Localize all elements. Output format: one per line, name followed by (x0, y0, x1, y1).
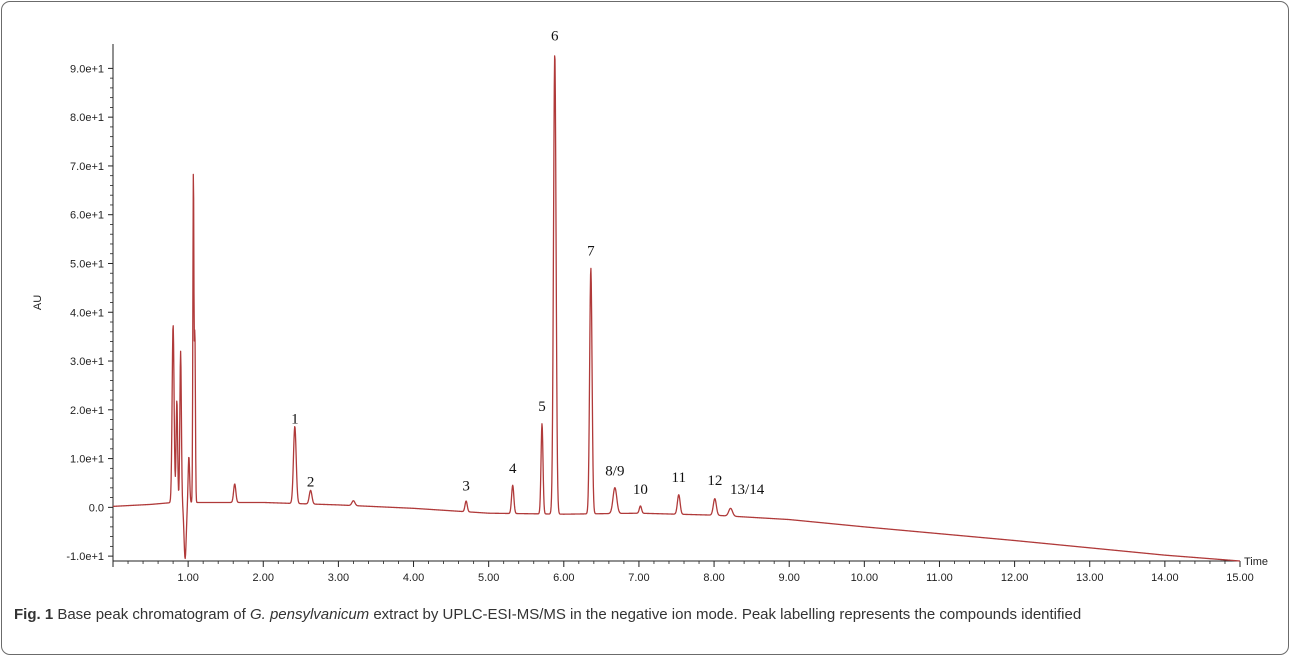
y-tick-label: 1.0e+1 (70, 454, 104, 466)
y-axis: -1.0e+1 0.0 1.0e+1 2.0e+1 3.0e+1 4.0e+1 5.0e+1… (66, 44, 114, 563)
y-tick-label: 6.0e+1 (70, 210, 104, 222)
y-tick-label: -1.0e+1 (66, 551, 104, 563)
y-tick-label: 3.0e+1 (70, 356, 104, 368)
peak-label: 7 (587, 244, 595, 260)
x-tick-label: 2.00 (253, 572, 274, 584)
y-tick-label: 9.0e+1 (70, 63, 104, 75)
x-tick-label: 3.00 (328, 572, 349, 584)
x-axis: 1.00 2.00 3.00 4.00 5.00 6.00 7.00 8.00 9.00 10.0… (112, 560, 1254, 584)
peak-label: 3 (462, 479, 470, 495)
peak-label: 4 (509, 461, 517, 477)
x-tick-label: 9.00 (778, 572, 799, 584)
peak-label: 8/9 (605, 463, 624, 479)
peak-label: 11 (672, 470, 686, 486)
x-tick-label: 1.00 (177, 572, 198, 584)
y-tick-label: 4.0e+1 (70, 307, 104, 319)
x-tick-label: 5.00 (478, 572, 499, 584)
caption-label: Fig. 1 (14, 606, 54, 623)
x-tick-label: 7.00 (628, 572, 649, 584)
caption-text-after: extract by UPLC-ESI-MS/MS in the negativ… (369, 606, 1082, 623)
x-tick-label: 6.00 (553, 572, 574, 584)
x-tick-label: 11.00 (926, 572, 953, 584)
y-tick-label: 0.0 (89, 502, 104, 514)
x-tick-label: 12.00 (1001, 572, 1029, 584)
x-axis-title: Time (1244, 556, 1268, 568)
peak-label: 12 (707, 473, 722, 489)
peak-label: 5 (538, 399, 546, 415)
peak-label: 6 (551, 28, 559, 44)
peak-label: 1 (291, 411, 299, 427)
peak-label: 10 (633, 482, 648, 498)
peak-label: 2 (307, 475, 315, 491)
x-tick-label: 13.00 (1076, 572, 1104, 584)
caption-species: G. pensylvanicum (249, 606, 370, 623)
y-axis-title: AU (32, 295, 44, 310)
x-tick-label: 15.00 (1226, 572, 1254, 584)
x-tick-label: 14.00 (1151, 572, 1179, 584)
chromatogram-trace (112, 55, 1241, 562)
figure-caption: Fig. 1 Base peak chromatogram of G. pens… (14, 604, 1276, 625)
x-tick-label: 8.00 (703, 572, 724, 584)
y-tick-label: 5.0e+1 (70, 258, 104, 270)
x-tick-label: 4.00 (403, 572, 424, 584)
x-tick-label: 10.00 (851, 572, 879, 584)
y-tick-label: 2.0e+1 (70, 405, 104, 417)
y-tick-label: 8.0e+1 (70, 112, 104, 124)
chromatogram-chart: -1.0e+1 0.0 1.0e+1 2.0e+1 3.0e+1 4.0e+1 5.0e+1… (32, 28, 1268, 584)
peak-label: 13/14 (730, 482, 765, 498)
y-tick-label: 7.0e+1 (70, 161, 104, 173)
caption-text-before: Base peak chromatogram of (53, 606, 250, 623)
